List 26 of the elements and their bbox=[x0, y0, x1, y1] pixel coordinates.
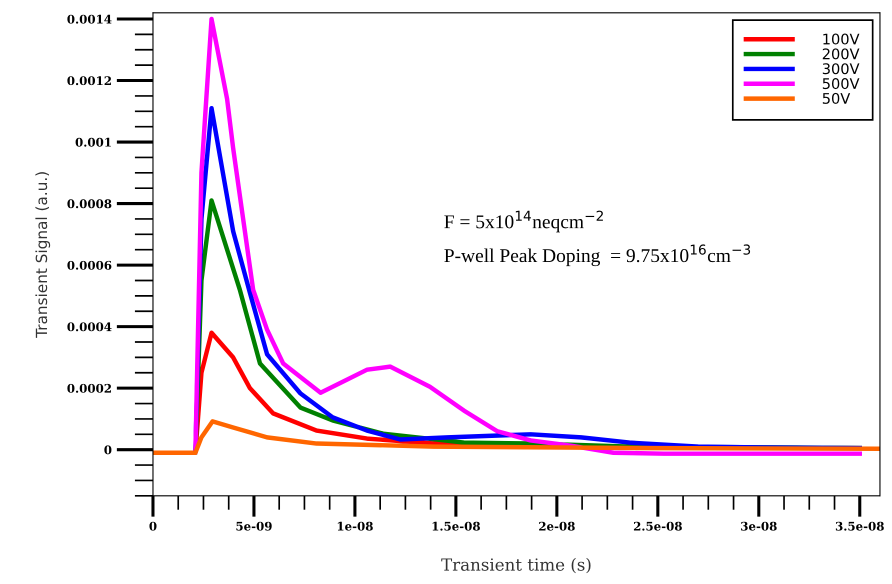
x-tick-label: 1e-08 bbox=[338, 522, 373, 531]
x-tick-label: 1.5e-08 bbox=[432, 522, 480, 531]
legend-label: 500V bbox=[822, 78, 860, 90]
annotation: P-well Peak Doping = 9.75x10$^{16}$cm$^{−3}$ bbox=[444, 244, 750, 266]
y-tick-label: 0.0012 bbox=[67, 76, 111, 86]
legend-label: 50V bbox=[822, 92, 850, 104]
y-tick-label: 0.0002 bbox=[67, 384, 111, 393]
x-tick-label: 2.5e-08 bbox=[634, 522, 682, 531]
y-tick-label: 0.0014 bbox=[67, 14, 112, 24]
y-tick-label: 0 bbox=[104, 445, 112, 454]
x-axis-title: Transient time (s) bbox=[441, 558, 591, 574]
x-tick-label: 0 bbox=[149, 522, 157, 531]
x-tick-label: 3e-08 bbox=[741, 522, 777, 531]
x-tick-label: 2e-08 bbox=[539, 522, 575, 531]
line-series bbox=[152, 419, 880, 455]
x-tick-label: 3.5e-08 bbox=[836, 522, 884, 531]
y-tick-label: 0.0008 bbox=[67, 199, 112, 208]
y-tick-label: 0.001 bbox=[76, 138, 111, 147]
annotation: F = 5x10$^{14}$neqcm$^{−2}$ bbox=[444, 210, 603, 232]
legend-label: 300V bbox=[822, 63, 860, 74]
y-tick-label: 0.0004 bbox=[67, 322, 112, 332]
x-tick-label: 5e-09 bbox=[236, 522, 272, 531]
y-axis-title: Transient Signal (a.u.) bbox=[35, 172, 50, 338]
legend-label: 100V bbox=[823, 34, 860, 45]
legend-label: 200V bbox=[822, 48, 860, 60]
y-tick-label: 0.0006 bbox=[67, 260, 112, 270]
